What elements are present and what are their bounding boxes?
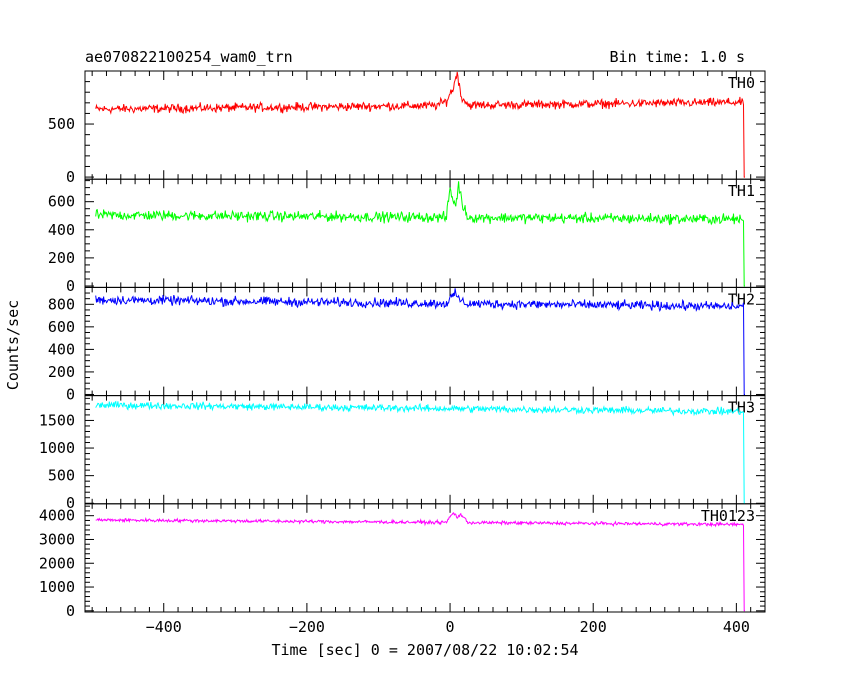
y-tick-label: 500 — [48, 467, 75, 485]
y-tick-label: 1000 — [39, 439, 75, 457]
x-tick-label: 400 — [723, 618, 750, 636]
lightcurve-th1 — [95, 181, 745, 287]
x-axis-label: Time [sec] 0 = 2007/08/22 10:02:54 — [271, 641, 578, 659]
panel-frame — [84, 395, 766, 505]
lightcurve-th3 — [95, 400, 745, 504]
y-tick-label: 1000 — [39, 578, 75, 596]
y-tick-label: 0 — [66, 385, 75, 403]
series-label: TH1 — [728, 182, 755, 200]
panel-th2: 0 200 400 600 800 TH2 — [48, 286, 766, 403]
y-tick-label: 400 — [48, 340, 75, 358]
series-label: TH0 — [728, 74, 755, 92]
x-tick-label: 0 — [446, 618, 455, 636]
panel-th0: 0 500 TH0 — [48, 70, 766, 186]
y-tick-label: 0 — [66, 494, 75, 512]
y-tick-label: 2000 — [39, 554, 75, 572]
y-tick-label: 400 — [48, 221, 75, 239]
panel-frame — [84, 178, 766, 288]
y-tick-label: 600 — [48, 318, 75, 336]
y-tick-label: 500 — [48, 115, 75, 133]
series-label: TH0123 — [701, 507, 755, 525]
y-tick-label: 200 — [48, 363, 75, 381]
panel-frame — [84, 503, 766, 613]
lightcurve-th2 — [95, 288, 745, 395]
y-tick-label: 3000 — [39, 530, 75, 548]
plot-title-right: Bin time: 1.0 s — [610, 48, 745, 66]
panel-th3: 0 500 1000 1500 TH3 — [39, 395, 766, 512]
panels-group: 0 500 TH0 0 200 400 600 TH1 0 200 400 600 800 TH2 0 500… — [39, 70, 766, 620]
y-tick-label: 1500 — [39, 411, 75, 429]
x-tick-label: −200 — [289, 618, 325, 636]
series-label: TH2 — [728, 290, 755, 308]
lightcurve-th0123 — [95, 512, 745, 612]
y-tick-label: 800 — [48, 295, 75, 313]
series-label: TH3 — [728, 399, 755, 417]
panel-th1: 0 200 400 600 TH1 — [48, 178, 766, 295]
y-axis-label: Counts/sec — [4, 300, 22, 390]
x-axis: −400 −200 0 200 400 — [146, 618, 750, 636]
x-tick-label: −400 — [146, 618, 182, 636]
plot-title-left: ae070822100254_wam0_trn — [85, 48, 293, 66]
x-tick-label: 200 — [580, 618, 607, 636]
y-tick-label: 0 — [66, 168, 75, 186]
y-tick-label: 200 — [48, 249, 75, 267]
y-tick-label: 4000 — [39, 507, 75, 525]
y-tick-label: 0 — [66, 602, 75, 620]
panel-frame — [84, 70, 766, 180]
y-tick-label: 0 — [66, 277, 75, 295]
panel-th0123: 0 1000 2000 3000 4000 TH0123 — [39, 503, 766, 620]
lightcurve-th0 — [95, 71, 745, 178]
y-tick-label: 600 — [48, 193, 75, 211]
